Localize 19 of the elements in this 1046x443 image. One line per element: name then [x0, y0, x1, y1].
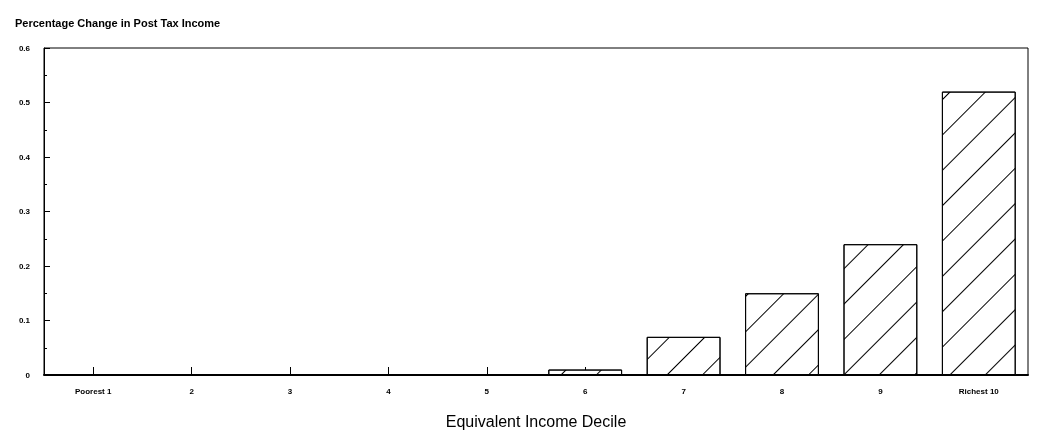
x-tick-label: 3: [287, 386, 293, 396]
y-tick-label: 0: [25, 370, 31, 380]
y-tick-label: 0.1: [18, 316, 31, 325]
y-tick-label: 0.5: [18, 98, 31, 107]
y-tick-label: 0.3: [18, 207, 31, 216]
x-tick-label: 6: [582, 386, 588, 396]
y-tick-label: 0.2: [18, 261, 31, 271]
x-tick-label: Poorest 1: [74, 386, 112, 396]
x-tick-label: 8: [779, 386, 785, 396]
x-tick-label: Richest 10: [958, 386, 1000, 396]
x-axis-title: Equivalent Income Decile: [445, 412, 627, 430]
y-tick-label: 0.4: [18, 152, 31, 162]
x-tick-label: 4: [386, 386, 392, 396]
x-tick-label: 5: [484, 386, 490, 396]
y-tick-label: 0.6: [18, 43, 31, 53]
chart-title: Percentage Change in Post Tax Income: [15, 16, 221, 29]
x-tick-label: 2: [189, 386, 195, 396]
x-tick-label: 9: [878, 386, 884, 396]
x-tick-label: 7: [681, 386, 687, 396]
